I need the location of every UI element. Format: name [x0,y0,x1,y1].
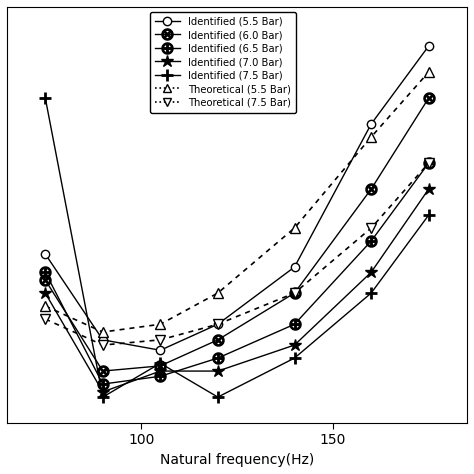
Line: Identified (7.0 Bar): Identified (7.0 Bar) [39,183,435,398]
Theoretical (5.5 Bar) [292,225,297,231]
Identified (5.5 Bar) [426,43,431,49]
Theoretical (5.5 Bar) [157,321,163,327]
Identified (5.5 Bar) [292,264,297,270]
Identified (7.0 Bar) [368,269,374,275]
Identified (6.5 Bar) [100,381,106,387]
Identified (6.0 Bar) [43,277,48,283]
Identified (6.0 Bar) [157,363,163,369]
Identified (6.5 Bar) [157,374,163,379]
Identified (7.0 Bar) [426,186,431,192]
Identified (7.5 Bar) [368,290,374,296]
X-axis label: Natural frequency(Hz): Natural frequency(Hz) [160,453,314,467]
Line: Theoretical (5.5 Bar): Theoretical (5.5 Bar) [40,67,434,337]
Theoretical (7.5 Bar) [215,321,221,327]
Identified (6.0 Bar) [215,337,221,343]
Identified (5.5 Bar) [100,337,106,343]
Identified (5.5 Bar) [215,321,221,327]
Identified (7.0 Bar) [292,342,297,348]
Identified (6.5 Bar) [368,238,374,244]
Identified (5.5 Bar) [368,121,374,127]
Identified (7.5 Bar) [292,355,297,361]
Theoretical (7.5 Bar) [368,225,374,231]
Theoretical (5.5 Bar) [426,69,431,75]
Line: Identified (7.5 Bar): Identified (7.5 Bar) [39,92,435,403]
Theoretical (7.5 Bar) [292,290,297,296]
Identified (7.0 Bar) [100,389,106,395]
Theoretical (7.5 Bar) [157,337,163,343]
Identified (7.5 Bar) [426,212,431,218]
Identified (6.0 Bar) [292,290,297,296]
Identified (5.5 Bar) [157,347,163,353]
Theoretical (5.5 Bar) [100,329,106,335]
Identified (6.0 Bar) [100,368,106,374]
Identified (6.5 Bar) [426,160,431,166]
Identified (6.5 Bar) [215,355,221,361]
Theoretical (5.5 Bar) [368,134,374,140]
Line: Identified (5.5 Bar): Identified (5.5 Bar) [41,42,433,355]
Identified (7.5 Bar) [215,394,221,400]
Identified (6.0 Bar) [368,186,374,192]
Identified (6.0 Bar) [426,95,431,101]
Identified (7.0 Bar) [157,368,163,374]
Line: Identified (6.0 Bar): Identified (6.0 Bar) [40,92,434,377]
Identified (5.5 Bar) [43,251,48,257]
Theoretical (7.5 Bar) [100,342,106,348]
Line: Theoretical (7.5 Bar): Theoretical (7.5 Bar) [40,158,434,350]
Theoretical (7.5 Bar) [43,316,48,322]
Theoretical (5.5 Bar) [215,290,221,296]
Theoretical (5.5 Bar) [43,303,48,309]
Identified (7.5 Bar) [100,394,106,400]
Identified (6.5 Bar) [43,269,48,275]
Identified (7.5 Bar) [43,95,48,101]
Legend: Identified (5.5 Bar), Identified (6.0 Bar), Identified (6.5 Bar), Identified (7.: Identified (5.5 Bar), Identified (6.0 Ba… [150,12,296,113]
Identified (7.0 Bar) [43,290,48,296]
Identified (6.5 Bar) [292,321,297,327]
Theoretical (7.5 Bar) [426,160,431,166]
Identified (7.5 Bar) [157,360,163,366]
Identified (7.0 Bar) [215,368,221,374]
Line: Identified (6.5 Bar): Identified (6.5 Bar) [40,157,434,390]
